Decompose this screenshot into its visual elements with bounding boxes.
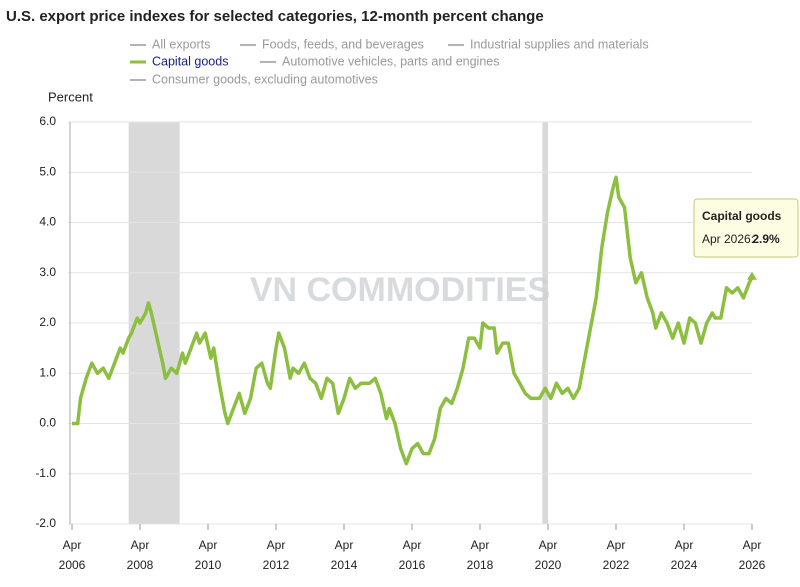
chart-title: U.S. export price indexes for selected c… bbox=[6, 8, 544, 25]
tooltip-marker bbox=[747, 271, 757, 280]
x-tick-label: Apr bbox=[539, 538, 558, 552]
series-line bbox=[72, 175, 754, 466]
x-tick-label: 2026 bbox=[739, 558, 766, 572]
x-tick-label: Apr bbox=[267, 538, 286, 552]
x-tick-label: Apr bbox=[743, 538, 762, 552]
y-tick-label: 3.0 bbox=[39, 265, 56, 279]
x-tick-label: Apr bbox=[403, 538, 422, 552]
tooltip-value: 2.9% bbox=[752, 232, 780, 246]
tooltip-box bbox=[693, 198, 799, 258]
x-tick-label: 2020 bbox=[535, 558, 562, 572]
x-tick-label: 2012 bbox=[263, 558, 290, 572]
y-axis-label: Percent bbox=[48, 89, 93, 104]
x-tick-label: 2006 bbox=[59, 558, 86, 572]
x-tick-label: Apr bbox=[63, 538, 82, 552]
legend-label: Consumer goods, excluding automotives bbox=[152, 72, 378, 86]
watermark: VN COMMODITIES bbox=[250, 271, 550, 309]
legend-label: Automotive vehicles, parts and engines bbox=[282, 54, 500, 68]
y-tick-label: 0.0 bbox=[39, 416, 56, 430]
legend-label: Foods, feeds, and beverages bbox=[262, 37, 424, 51]
x-tick-label: Apr bbox=[607, 538, 626, 552]
tooltip: Capital goods Apr 2026:2.9% bbox=[693, 198, 799, 258]
x-tick-label: Apr bbox=[199, 538, 218, 552]
legend-label: Capital goods bbox=[152, 54, 228, 68]
legend-label: Industrial supplies and materials bbox=[470, 37, 649, 51]
y-tick-label: 5.0 bbox=[39, 164, 56, 178]
y-tick-label: 6.0 bbox=[39, 114, 56, 128]
x-tick-label: 2008 bbox=[127, 558, 154, 572]
y-tick-label: -2.0 bbox=[35, 516, 56, 530]
y-tick-label: 2.0 bbox=[39, 315, 56, 329]
x-tick-label: Apr bbox=[335, 538, 354, 552]
x-tick-label: 2024 bbox=[671, 558, 698, 572]
y-tick-label: -1.0 bbox=[35, 466, 56, 480]
tooltip-date: Apr 2026: bbox=[702, 232, 754, 246]
y-tick-label: 4.0 bbox=[39, 215, 56, 229]
x-tick-label: 2010 bbox=[195, 558, 222, 572]
x-tick-label: Apr bbox=[471, 538, 490, 552]
tooltip-title: Capital goods bbox=[702, 209, 782, 223]
legend-label: All exports bbox=[152, 37, 210, 51]
x-tick-label: 2022 bbox=[603, 558, 630, 572]
x-tick-label: 2016 bbox=[399, 558, 426, 572]
y-tick-label: 1.0 bbox=[39, 365, 56, 379]
x-tick-label: Apr bbox=[131, 538, 150, 552]
x-tick-label: 2018 bbox=[467, 558, 494, 572]
x-tick-label: Apr bbox=[675, 538, 694, 552]
x-tick-label: 2014 bbox=[331, 558, 358, 572]
